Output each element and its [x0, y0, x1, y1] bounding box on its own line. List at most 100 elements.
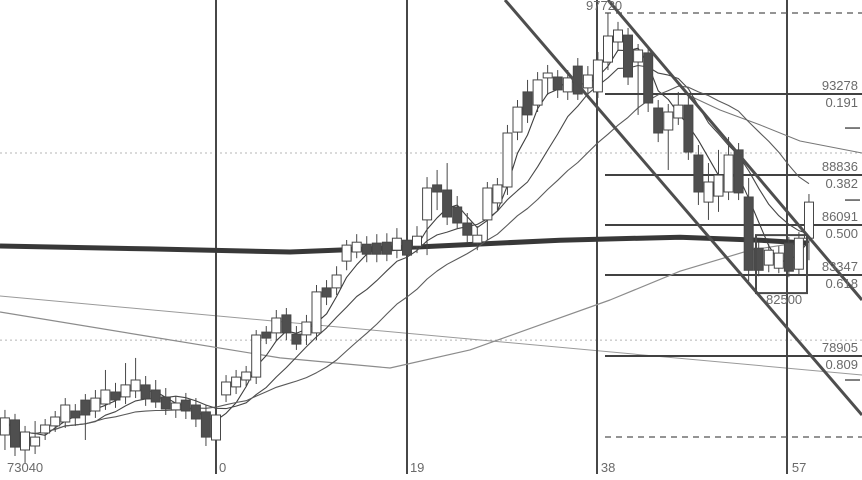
candle	[371, 242, 382, 255]
candle	[603, 35, 613, 63]
fib-price-label-78905: 78905	[821, 340, 858, 356]
candle	[130, 379, 141, 392]
fib-ratio-label-0.382: 0.382	[825, 175, 858, 191]
candles-layer	[0, 13, 814, 463]
candle	[723, 154, 734, 193]
candle	[402, 239, 412, 256]
candle	[301, 321, 312, 336]
trendlines-layer	[503, 0, 862, 416]
fib-ratio-label-0.809: 0.809	[825, 357, 858, 373]
fib-price-label-86091: 86091	[821, 209, 858, 224]
candle	[472, 234, 483, 244]
candle	[743, 196, 754, 271]
candle	[532, 79, 543, 106]
candle	[281, 314, 292, 334]
candle	[170, 402, 181, 411]
candle	[160, 396, 171, 410]
candle	[773, 252, 784, 269]
fib-price-label-88836: 88836	[821, 158, 858, 174]
candle	[221, 381, 232, 396]
candle	[190, 404, 201, 420]
candle	[753, 247, 764, 271]
candle	[633, 49, 644, 63]
candle	[351, 241, 362, 253]
candle	[211, 414, 221, 441]
candle	[733, 149, 744, 194]
candle	[703, 181, 714, 203]
candle	[432, 184, 443, 193]
consolidation-box[interactable]	[755, 234, 808, 295]
candle	[713, 174, 724, 197]
candle	[311, 291, 322, 334]
candle	[60, 404, 71, 423]
candle	[683, 104, 694, 153]
candle	[582, 74, 593, 89]
candle	[20, 431, 30, 451]
moving-averages-layer	[0, 47, 862, 436]
candle	[512, 106, 523, 133]
candle	[542, 72, 553, 79]
candle	[673, 104, 684, 119]
candle	[552, 76, 563, 91]
candle	[763, 249, 774, 266]
candle	[200, 411, 211, 438]
candle	[341, 244, 352, 262]
candle	[562, 77, 573, 93]
candle	[30, 436, 41, 447]
candle	[502, 132, 513, 188]
candle	[80, 399, 91, 416]
dotted-levels-layer	[0, 152, 862, 341]
candle	[643, 52, 654, 104]
x-axis-label-0: 0	[219, 460, 227, 475]
candle	[422, 187, 433, 221]
candle	[482, 187, 493, 221]
candle	[180, 399, 191, 412]
candle	[90, 397, 101, 412]
candle	[50, 416, 61, 427]
box-price-label: 82500	[766, 292, 803, 307]
candle	[251, 334, 262, 378]
candle	[241, 371, 252, 381]
candle	[271, 317, 282, 334]
candle	[231, 376, 242, 388]
candle	[793, 237, 804, 270]
candle	[492, 184, 503, 204]
candle	[361, 243, 372, 255]
x-axis-label-57: 57	[791, 460, 807, 475]
candle	[391, 237, 402, 251]
fib-ratio-label-0.618: 0.618	[825, 276, 858, 292]
candle	[693, 154, 704, 193]
candle	[10, 419, 20, 448]
fib-price-label-83347: 83347	[821, 259, 858, 275]
candle	[442, 189, 453, 218]
candle	[462, 222, 473, 236]
candle	[412, 235, 422, 247]
x-axis-label-19: 19	[409, 460, 425, 475]
candle	[120, 384, 131, 398]
candle	[261, 331, 272, 339]
candle	[653, 107, 664, 134]
candle	[100, 389, 111, 405]
candle	[592, 59, 603, 93]
candle	[452, 206, 463, 224]
candle	[522, 91, 533, 116]
candle	[150, 389, 161, 403]
candle	[381, 241, 392, 255]
candle	[623, 34, 633, 78]
low-price-label: 73040	[7, 460, 44, 475]
candle	[783, 242, 794, 272]
price-marker-dashes	[845, 127, 860, 381]
candle	[613, 29, 623, 43]
candle	[331, 274, 342, 289]
candle	[321, 287, 332, 298]
candle	[40, 424, 51, 434]
fib-price-label-93278: 93278	[821, 77, 858, 93]
x-axis-label-38: 38	[600, 460, 616, 475]
fib-price-label-97720: 97720	[586, 0, 623, 13]
candle	[663, 111, 674, 131]
fib-ratio-label-0.500: 0.500	[825, 226, 858, 241]
candle	[70, 410, 81, 419]
candle	[140, 384, 151, 400]
fib-ratio-label-0.191: 0.191	[825, 94, 858, 110]
